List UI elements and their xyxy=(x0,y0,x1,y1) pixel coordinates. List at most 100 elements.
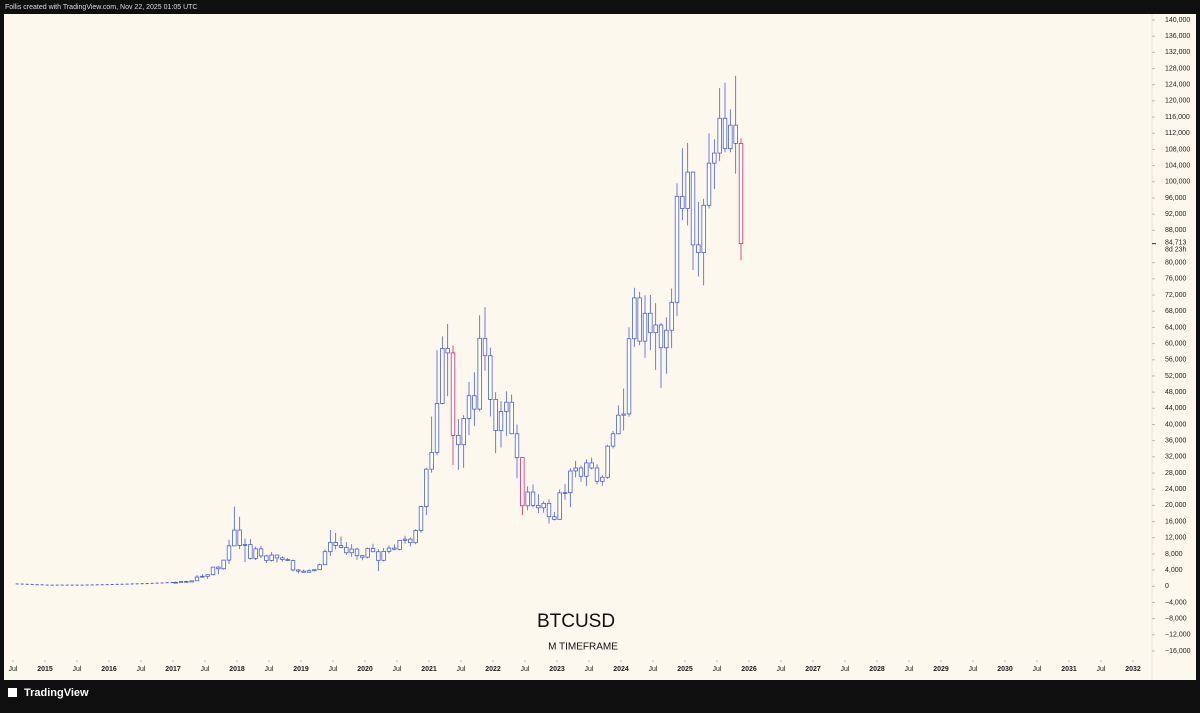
price-line xyxy=(15,581,176,586)
candle-body xyxy=(616,414,621,435)
x-tick-label: Jul xyxy=(265,666,274,673)
y-tick-label: 72,000 xyxy=(1165,292,1187,299)
candle-body xyxy=(690,171,696,246)
candle-body xyxy=(514,433,520,459)
y-tick-label: 16,000 xyxy=(1165,518,1187,525)
candle-body xyxy=(280,557,285,560)
y-tick-label: 140,000 xyxy=(1165,17,1190,24)
candle-body xyxy=(237,529,242,546)
x-tick-label: Jul xyxy=(969,666,978,673)
x-tick-label: Jul xyxy=(329,666,338,673)
candle-body xyxy=(669,301,674,331)
x-tick-label: 2017 xyxy=(165,666,181,673)
x-tick-label: 2032 xyxy=(1125,666,1141,673)
x-tick-label: Jul xyxy=(9,666,18,673)
y-tick-label: 76,000 xyxy=(1165,276,1187,283)
x-tick-label: Jul xyxy=(201,666,210,673)
candle-body xyxy=(338,545,344,548)
x-tick-label: 2029 xyxy=(933,666,949,673)
y-tick-label: −8,000 xyxy=(1165,615,1187,622)
x-tick-label: 2026 xyxy=(741,666,757,673)
candle-body xyxy=(173,581,178,584)
candle-body xyxy=(674,195,680,303)
candle-body xyxy=(557,492,562,520)
y-tick-label: 116,000 xyxy=(1165,114,1190,121)
candle-body xyxy=(466,395,472,419)
candle-body xyxy=(392,547,397,550)
y-tick-label: 40,000 xyxy=(1165,421,1187,428)
candle-body xyxy=(658,324,664,349)
candle-body xyxy=(600,476,605,482)
candle-body xyxy=(637,297,642,342)
candle-body xyxy=(333,542,338,546)
candle-body xyxy=(450,352,456,436)
y-tick-label: −12,000 xyxy=(1165,632,1191,639)
chart-title: BTCUSD xyxy=(537,611,615,632)
countdown: 8d 23h xyxy=(1165,246,1187,253)
candle-body xyxy=(216,566,221,570)
candle-body xyxy=(194,576,200,582)
chart-area xyxy=(4,14,1196,680)
candle-body xyxy=(461,418,466,446)
candle-body xyxy=(536,504,541,509)
candle-body xyxy=(696,244,701,253)
candle-body xyxy=(632,297,637,340)
candle-body xyxy=(248,544,253,559)
y-tick-label: −4,000 xyxy=(1165,599,1187,606)
candle-body xyxy=(210,566,216,576)
candle-body xyxy=(354,548,360,557)
y-tick-label: 136,000 xyxy=(1165,33,1190,40)
x-tick-label: Jul xyxy=(73,666,82,673)
x-tick-label: Jul xyxy=(457,666,466,673)
x-tick-label: 2018 xyxy=(229,666,245,673)
y-tick-label: 60,000 xyxy=(1165,340,1187,347)
x-tick-label: Jul xyxy=(777,666,786,673)
x-tick-label: Jul xyxy=(585,666,594,673)
candle-body xyxy=(445,348,450,354)
candle-body xyxy=(344,547,349,554)
candle-body xyxy=(306,570,312,573)
candle-body xyxy=(189,580,194,583)
candle-body xyxy=(610,433,616,447)
candle-body xyxy=(440,348,445,404)
x-tick-label: 2025 xyxy=(677,666,693,673)
candle-body xyxy=(733,124,738,144)
candle-body xyxy=(722,117,728,150)
y-tick-label: 112,000 xyxy=(1165,130,1190,137)
candle-body xyxy=(365,548,370,558)
x-tick-label: 2030 xyxy=(997,666,1013,673)
candle-body xyxy=(546,502,552,518)
candle-body xyxy=(205,574,210,577)
candle-body xyxy=(264,555,269,561)
y-tick-label: 20,000 xyxy=(1165,502,1187,509)
plot: 140,000 136,000 132,000 128,000 124,000 120,0… xyxy=(9,17,1191,673)
candle-body xyxy=(253,548,258,559)
candle-body xyxy=(648,312,653,334)
x-tick-label: 2024 xyxy=(613,666,629,673)
candle-body xyxy=(568,470,573,494)
x-tick-label: 2023 xyxy=(549,666,565,673)
candle-body xyxy=(381,550,386,561)
candle-body xyxy=(541,502,546,509)
x-tick-label: 2020 xyxy=(357,666,373,673)
x-tick-label: 2015 xyxy=(37,666,53,673)
candle-body xyxy=(701,204,706,253)
x-tick-label: Jul xyxy=(1097,666,1106,673)
y-tick-label: 128,000 xyxy=(1165,65,1190,72)
candle-body xyxy=(520,457,525,507)
candle-body xyxy=(525,491,530,507)
candle-body xyxy=(717,117,722,154)
candle-body xyxy=(322,551,328,566)
candle-body xyxy=(712,152,717,164)
y-tick-label: 88,000 xyxy=(1165,227,1187,234)
logo-icon xyxy=(8,688,17,697)
candle-body xyxy=(328,542,333,553)
candle-body xyxy=(424,468,429,507)
y-tick-label: 28,000 xyxy=(1165,470,1187,477)
candle-body xyxy=(530,491,536,506)
candle-body xyxy=(290,560,296,571)
x-tick-label: Jul xyxy=(905,666,914,673)
x-tick-label: Jul xyxy=(713,666,722,673)
candle-body xyxy=(221,559,226,570)
candle-body xyxy=(562,492,568,494)
